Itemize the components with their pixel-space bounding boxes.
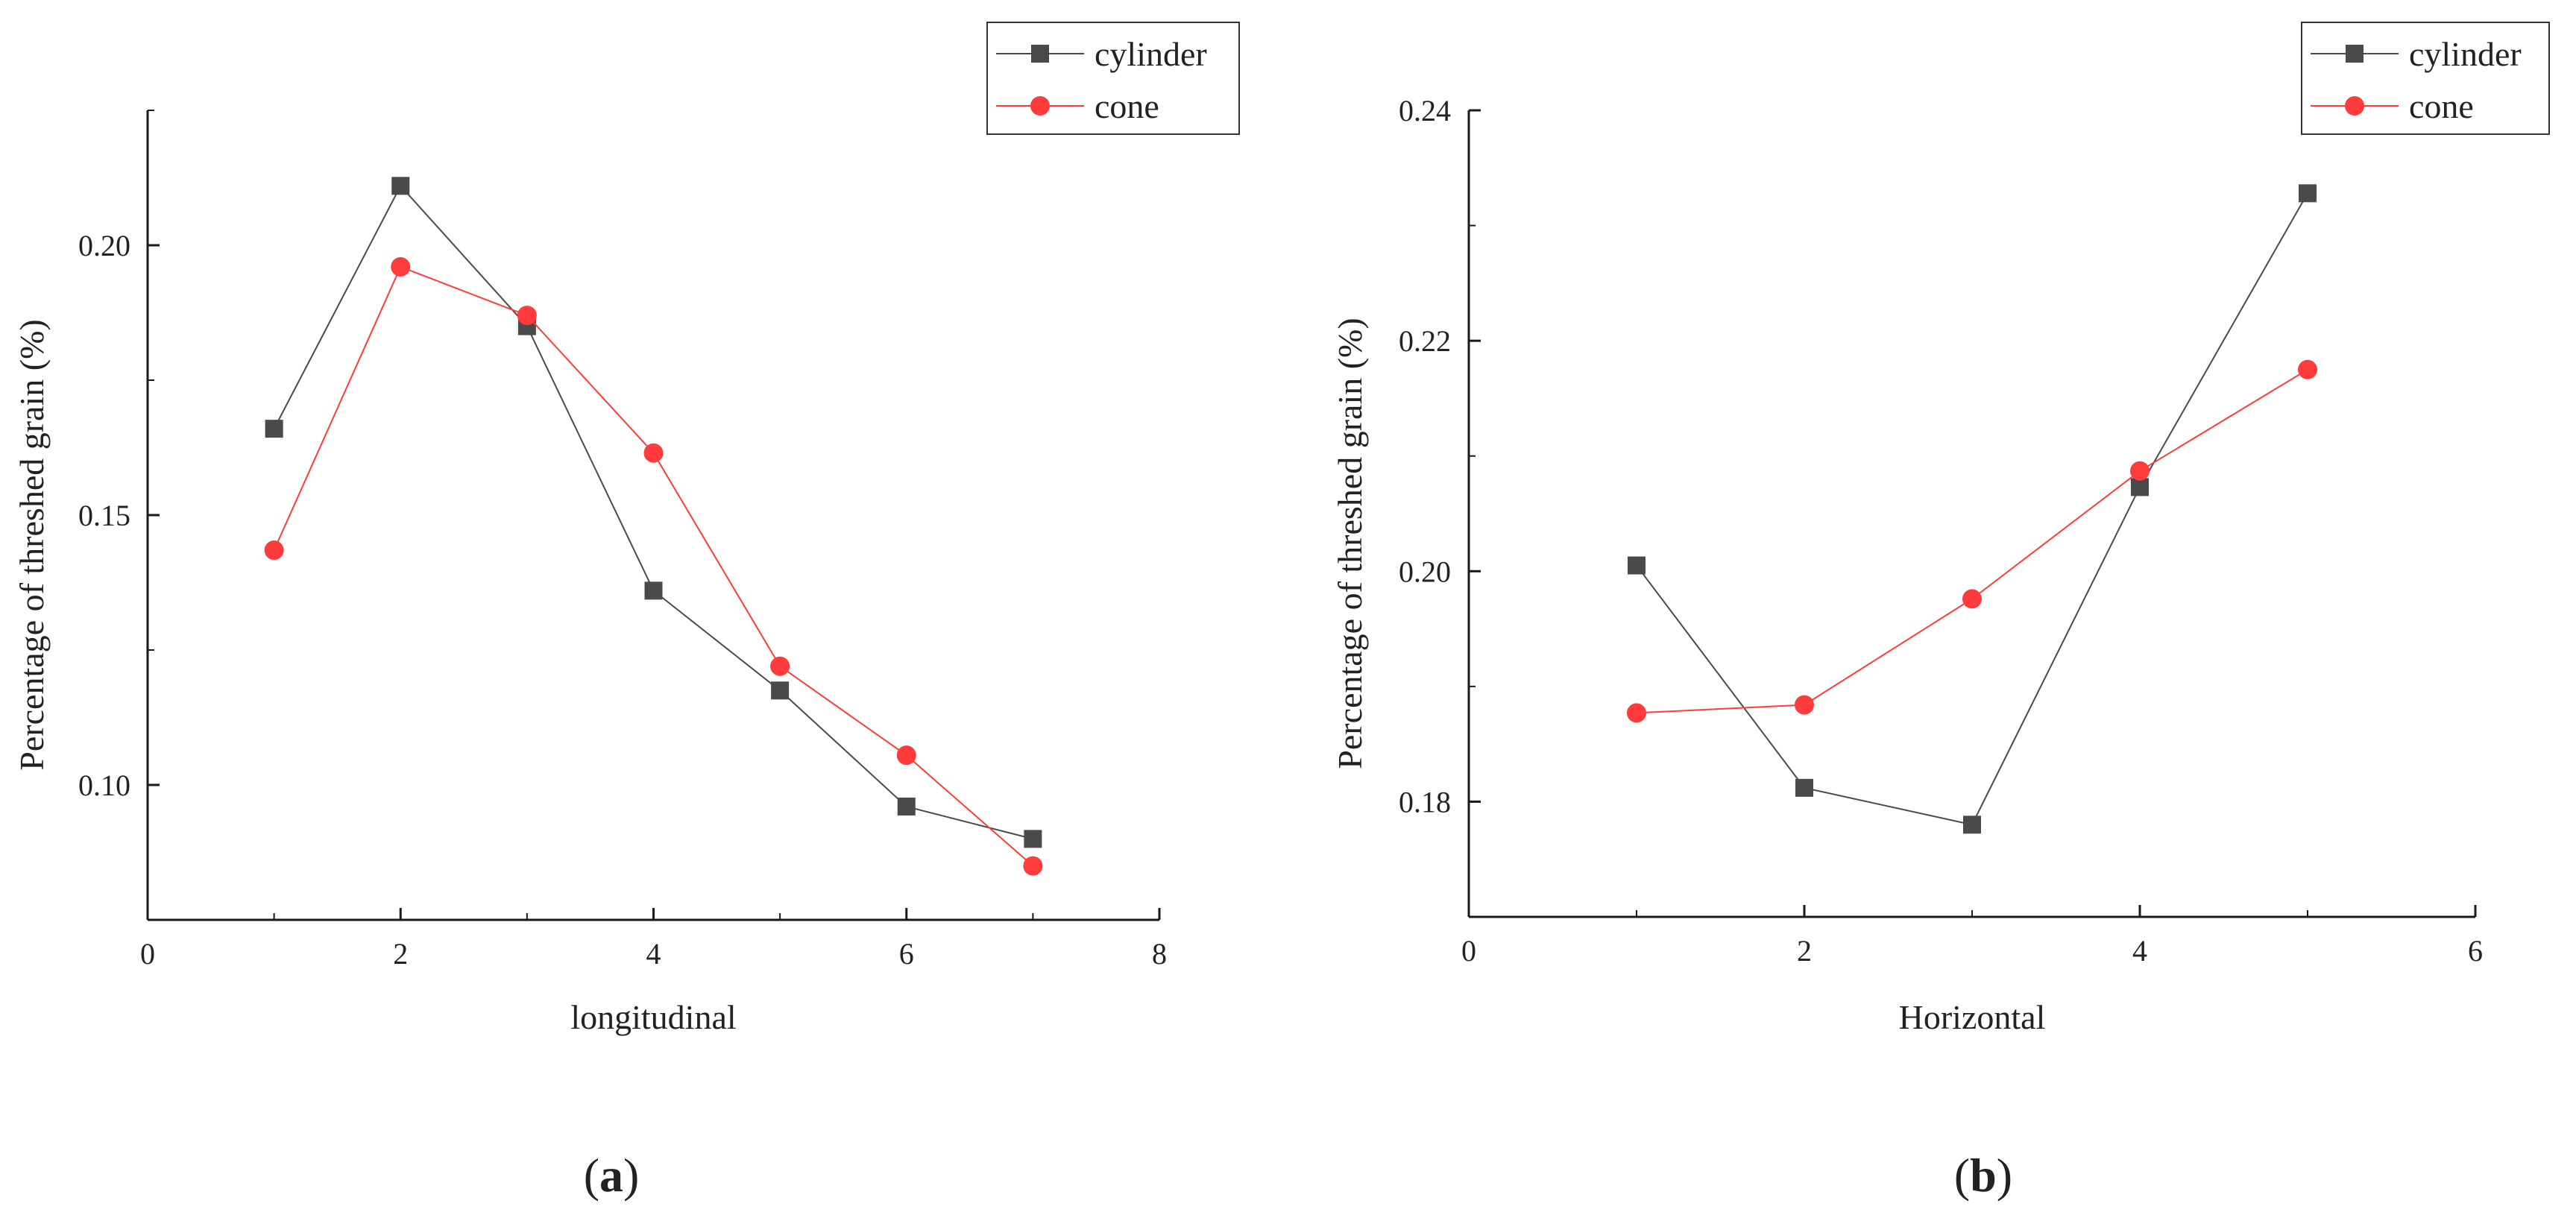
chart-a-series-line-cone	[273, 265, 1034, 867]
chart-b-legend-marker-cone	[2345, 96, 2364, 116]
chart-a-point-cone	[1023, 856, 1043, 876]
chart-a-y-tick-label: 0.20	[78, 229, 130, 262]
chart-a-point-cone	[391, 256, 411, 277]
chart-a-point-cylinder	[897, 797, 916, 816]
chart-b-point-cone	[1962, 589, 1982, 609]
chart-b-y-tick-label: 0.20	[1399, 555, 1451, 588]
chart-a-y-tick-label: 0.10	[78, 769, 130, 802]
chart-a-point-cone	[643, 443, 664, 463]
chart-a-point-cone	[770, 656, 790, 676]
chart-a-caption-open: (	[584, 1149, 599, 1202]
chart-a-legend-marker-cylinder	[1031, 45, 1049, 63]
chart-b-y-tick-label: 0.22	[1399, 324, 1451, 358]
chart-a-x-axis-title: longitudinal	[570, 998, 736, 1036]
chart-b-point-cylinder	[1628, 556, 1646, 575]
chart-b-caption: (b)	[1954, 1149, 2012, 1202]
chart-b-caption-open: (	[1954, 1149, 1970, 1202]
chart-b-caption-close: )	[1997, 1149, 2012, 1202]
chart-b-legend-marker-cylinder	[2346, 45, 2364, 63]
chart-b-x-tick-label: 2	[1797, 934, 1812, 968]
chart-a-legend-marker-cone	[1030, 96, 1050, 116]
chart-panel-a: 0 2 4 6 8 0.10 0.15 0.20 longitudinal Percentage …	[13, 22, 1240, 1202]
chart-b-x-tick-label: 4	[2132, 934, 2147, 968]
chart-b-legend-label-cone: cone	[2409, 87, 2474, 125]
chart-a-point-cylinder	[644, 581, 663, 600]
chart-a-x-tick-label: 6	[899, 937, 914, 971]
chart-a-point-cone	[896, 745, 916, 766]
chart-b-point-cylinder	[1963, 816, 1981, 834]
chart-a-x-tick-label: 0	[140, 937, 155, 971]
chart-b-point-cone	[1627, 703, 1646, 723]
chart-a-x-tick-label: 2	[393, 937, 408, 971]
chart-b-y-axis-title: Percentage of threshed grain (%)	[1331, 318, 1369, 769]
chart-a-x-tick-label: 4	[646, 937, 661, 971]
chart-a-point-cylinder	[265, 420, 283, 438]
chart-a-point-cylinder	[391, 177, 410, 195]
chart-a-point-cone	[517, 306, 537, 326]
chart-a-legend-label-cone: cone	[1095, 87, 1159, 125]
chart-b-point-cone	[1795, 695, 1814, 715]
chart-b-caption-letter: b	[1970, 1149, 1997, 1202]
chart-b-point-cone	[2298, 359, 2317, 379]
chart-b-series-line-cone	[1636, 368, 2308, 714]
chart-a-point-cylinder	[771, 681, 790, 700]
chart-a-caption-letter: a	[599, 1149, 623, 1202]
chart-b-point-cylinder	[2131, 478, 2149, 496]
chart-b-x-tick-label: 0	[1461, 934, 1476, 968]
chart-b-y-tick-label: 0.18	[1399, 785, 1451, 818]
chart-a-legend-box	[986, 22, 1240, 135]
chart-a-caption: (a)	[584, 1149, 640, 1202]
chart-a-point-cylinder	[1024, 830, 1042, 848]
chart-b-y-tick-label: 0.24	[1399, 94, 1451, 127]
chart-a-series-line-cylinder	[273, 184, 1033, 840]
chart-a-y-tick-label: 0.15	[78, 499, 130, 532]
chart-b-legend-label-cylinder: cylinder	[2409, 35, 2522, 73]
chart-b-point-cylinder	[1795, 778, 1813, 797]
chart-b-series-line-cylinder	[1636, 192, 2308, 826]
chart-a-point-cone	[264, 540, 284, 561]
chart-a-y-axis-title: Percentage of threshed grain (%)	[13, 319, 51, 770]
chart-b-x-tick-label: 6	[2468, 934, 2483, 968]
chart-b-point-cylinder	[2299, 184, 2317, 203]
chart-b-point-cone	[2130, 461, 2150, 481]
chart-panel-b: 0 2 4 6 0.18 0.20 0.22 0.24 Horizontal Percentage…	[1331, 22, 2550, 1202]
chart-a-caption-close: )	[623, 1149, 639, 1202]
chart-a-legend-label-cylinder: cylinder	[1095, 35, 1207, 73]
chart-b-x-axis-title: Horizontal	[1899, 998, 2046, 1036]
chart-a-x-tick-label: 8	[1152, 937, 1167, 971]
chart-b-legend-box	[2301, 22, 2550, 135]
